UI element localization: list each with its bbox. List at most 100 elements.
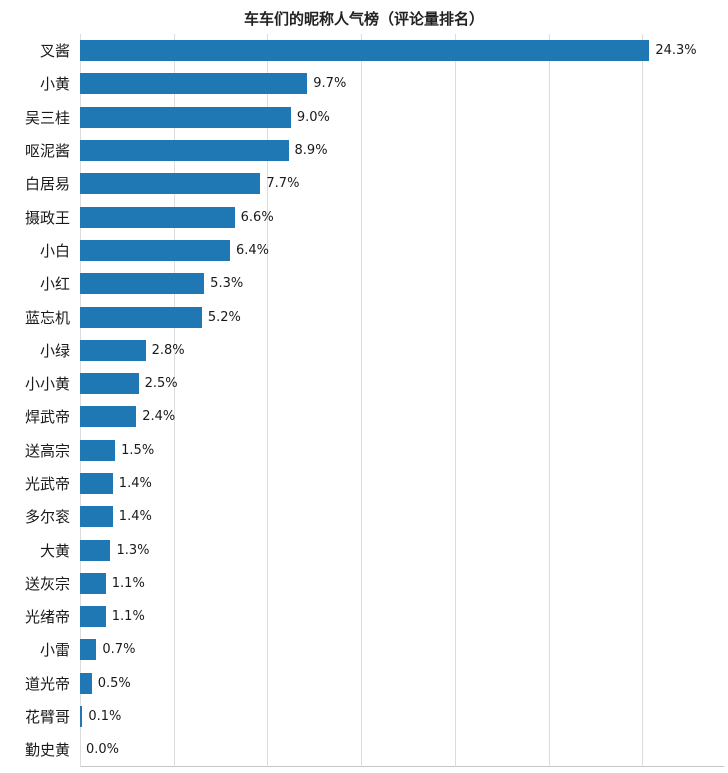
bar <box>80 373 139 395</box>
category-label: 小白 <box>39 241 70 260</box>
bar-track: 0.0% <box>80 733 722 766</box>
value-label: 0.7% <box>102 642 136 658</box>
category-label: 白居易 <box>24 175 70 194</box>
bar-row: 小白 6.4% <box>0 234 728 267</box>
value-label: 7.7% <box>266 176 300 192</box>
bar <box>80 40 650 62</box>
bar-track: 1.5% <box>80 434 722 467</box>
bar-row: 叉酱 24.3% <box>0 34 728 67</box>
bar <box>80 606 106 628</box>
gridline <box>548 34 550 767</box>
value-label: 8.9% <box>294 143 328 159</box>
bar-track: 5.3% <box>80 267 722 300</box>
category-label: 摄政王 <box>24 208 70 227</box>
bar <box>80 639 97 661</box>
value-label: 0.5% <box>97 675 131 691</box>
bar-track: 0.5% <box>80 667 722 700</box>
gridline <box>361 34 363 767</box>
bar-row: 勤史黄 0.0% <box>0 733 728 766</box>
bar-row: 焊武帝 2.4% <box>0 400 728 433</box>
category-label: 大黄 <box>39 541 70 560</box>
bar-track: 9.7% <box>80 67 722 100</box>
value-label: 9.7% <box>313 76 347 92</box>
bar-row: 小小黄 2.5% <box>0 367 728 400</box>
value-label: 2.8% <box>151 342 185 358</box>
bar <box>80 572 106 594</box>
bar-track: 7.7% <box>80 167 722 200</box>
bar <box>80 706 83 728</box>
bar <box>80 106 291 128</box>
bar <box>80 539 111 561</box>
bar-track: 2.4% <box>80 400 722 433</box>
bar <box>80 273 205 295</box>
bar <box>80 473 113 494</box>
bar-track: 1.1% <box>80 600 722 633</box>
value-label: 6.4% <box>235 242 269 258</box>
bar-track: 1.4% <box>80 500 722 533</box>
bar-row: 小黄 9.7% <box>0 67 728 100</box>
value-label: 1.1% <box>111 609 145 625</box>
gridline <box>267 34 269 767</box>
value-label: 9.0% <box>296 109 330 125</box>
gridline <box>454 34 456 767</box>
category-label: 小绿 <box>39 341 70 360</box>
bar-row: 送高宗 1.5% <box>0 434 728 467</box>
bar-track: 1.1% <box>80 567 722 600</box>
bar <box>80 73 308 95</box>
bar-row: 花臂哥 0.1% <box>0 700 728 733</box>
bar-row: 多尔衮 1.4% <box>0 500 728 533</box>
category-label: 吴三桂 <box>24 108 70 127</box>
value-label: 1.4% <box>118 476 152 491</box>
category-label: 勤史黄 <box>24 741 70 760</box>
bar-track: 0.1% <box>80 700 722 733</box>
category-label: 道光帝 <box>24 674 70 693</box>
bar-row: 白居易 7.7% <box>0 167 728 200</box>
category-label: 小红 <box>39 275 70 294</box>
gridline <box>80 34 81 767</box>
bar-row: 小雷 0.7% <box>0 633 728 666</box>
category-label: 送高宗 <box>24 441 70 460</box>
value-label: 1.4% <box>118 509 152 525</box>
category-label: 焊武帝 <box>24 408 70 427</box>
bar-row: 摄政王 6.6% <box>0 200 728 233</box>
bar-row: 光武帝 1.4% <box>0 467 728 500</box>
bar-track: 2.8% <box>80 334 722 367</box>
category-label: 呕泥酱 <box>24 142 70 161</box>
bar-track: 0.7% <box>80 633 722 666</box>
gridlines <box>0 34 728 770</box>
category-label: 小雷 <box>39 641 70 660</box>
bar <box>80 339 146 361</box>
bar-rows: 叉酱 24.3% 小黄 9.7% 吴三桂 9.0% 呕泥酱 8.9% 白居易 7.7% 摄政王 6.6… <box>0 34 728 767</box>
chart-title: 车车们的昵称人气榜（评论量排名） <box>243 10 484 28</box>
bar-row: 光绪帝 1.1% <box>0 600 728 633</box>
bar <box>80 173 261 195</box>
category-label: 送灰宗 <box>24 574 70 593</box>
category-label: 叉酱 <box>39 42 70 61</box>
value-label: 1.3% <box>116 542 150 558</box>
category-label: 多尔衮 <box>24 508 70 527</box>
bar <box>80 140 289 162</box>
value-label: 1.5% <box>121 442 155 458</box>
bar-row: 道光帝 0.5% <box>0 667 728 700</box>
bar-track: 24.3% <box>80 34 722 67</box>
value-label: 5.2% <box>207 309 241 325</box>
category-label: 蓝忘机 <box>24 308 70 327</box>
bar <box>80 406 137 428</box>
bar <box>80 239 230 261</box>
category-label: 小小黄 <box>24 375 70 394</box>
bar-row: 蓝忘机 5.2% <box>0 300 728 333</box>
bar-track: 6.6% <box>80 200 722 233</box>
value-label: 2.4% <box>142 409 176 425</box>
bar-track: 5.2% <box>80 300 722 333</box>
bar-row: 呕泥酱 8.9% <box>0 134 728 167</box>
bar-track: 1.4% <box>80 467 722 500</box>
bar <box>80 672 92 694</box>
value-label: 1.1% <box>111 575 145 591</box>
gridline <box>642 34 644 767</box>
x-axis-line <box>80 766 724 767</box>
category-label: 花臂哥 <box>24 708 70 727</box>
bar-track: 9.0% <box>80 101 722 134</box>
value-label: 0.0% <box>86 742 120 758</box>
value-label: 0.1% <box>88 709 122 725</box>
